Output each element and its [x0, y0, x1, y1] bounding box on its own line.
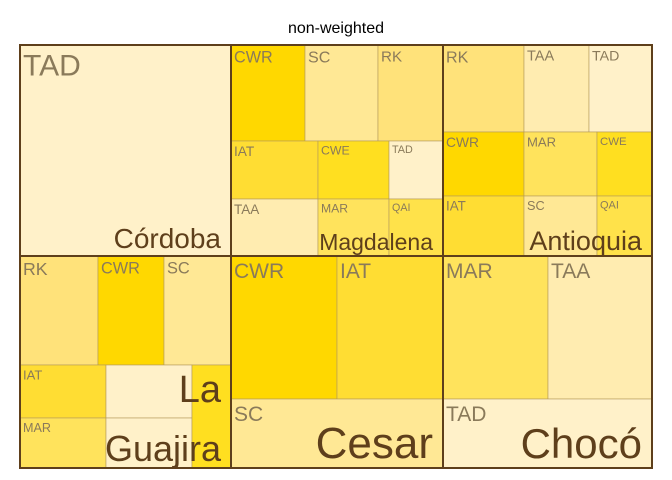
chart-title: non-weighted [288, 20, 384, 37]
group-label-choco: Chocó [521, 420, 642, 467]
tile-label-magdalena-tad: TAD [392, 144, 413, 156]
tile-label-magdalena-sc: SC [308, 48, 331, 66]
tile-label-magdalena-iat: IAT [234, 144, 255, 159]
tile-magdalena-mar [317, 198, 390, 257]
tile-label-la-guajira-iat: IAT [23, 367, 42, 382]
tile-label-magdalena-qai: QAI [392, 202, 410, 214]
tile-la-guajira-iat [19, 364, 107, 419]
group-label-cordoba: Córdoba [114, 223, 222, 254]
group-borders-layer [19, 44, 653, 469]
tile-label-choco-mar: MAR [446, 260, 493, 283]
tile-label-magdalena-taa: TAA [234, 202, 259, 217]
tile-choco-mar [442, 255, 549, 400]
tile-antioquia-rk [442, 44, 525, 133]
tile-label-antioquia-iat: IAT [446, 199, 466, 214]
tile-label-cesar-iat: IAT [340, 260, 371, 283]
tile-antioquia-mar [523, 131, 598, 197]
tile-choco-tad [442, 398, 653, 469]
tile-label-antioquia-mar: MAR [527, 134, 556, 149]
tile-label-antioquia-cwe: CWE [600, 136, 627, 148]
tile-label-cesar-cwr: CWR [234, 260, 284, 283]
tile-cesar-iat [336, 255, 444, 400]
group-labels-layer: Córdoba Magdalena Antioquia La Guajira Cesar C… [105, 223, 643, 469]
tile-antioquia-sc [523, 195, 598, 257]
tile-label-la-guajira-sc: SC [167, 260, 190, 278]
tile-label-choco-tad: TAD [446, 403, 486, 426]
tile-magdalena-qai [388, 198, 444, 257]
tile-antioquia-taa [523, 44, 590, 133]
tile-label-magdalena-rk: RK [381, 48, 402, 65]
tile-label-la-guajira-rk: RK [23, 259, 48, 279]
tile-label-choco-taa: TAA [551, 260, 590, 283]
tile-magdalena-tad [388, 140, 444, 200]
tile-label-antioquia-rk: RK [446, 48, 469, 66]
tile-label-antioquia-tad: TAD [592, 49, 619, 65]
tile-label-cesar-sc: SC [234, 403, 263, 426]
tile-label-antioquia-qai: QAI [600, 199, 619, 211]
tile-label-cordoba-tad: TAD [23, 50, 81, 83]
tile-label-antioquia-sc: SC [527, 199, 545, 213]
tile-cesar-sc [230, 398, 444, 469]
tiles-layer: TAD CWR SC RK IAT CWE TAD TAA MAR QAI RK TAA TAD CWR M… [19, 44, 653, 469]
tile-la-guajira-sc [163, 255, 232, 366]
tile-label-magdalena-cwe: CWE [321, 144, 350, 158]
tile-la-guajira-cwr [97, 255, 165, 366]
tile-label-la-guajira-mar: MAR [23, 421, 51, 435]
group-label-la-guajira-line-2: Guajira [105, 428, 222, 469]
tile-antioquia-qai [596, 195, 653, 257]
group-label-cesar: Cesar [316, 419, 433, 468]
tile-label-magdalena-mar: MAR [321, 202, 348, 216]
tile-label-antioquia-cwr: CWR [446, 135, 479, 150]
group-label-magdalena: Magdalena [319, 229, 433, 255]
tile-label-antioquia-taa: TAA [527, 49, 554, 65]
tile-magdalena-cwe [317, 140, 390, 200]
tile-cordoba-tad [19, 44, 232, 257]
tile-label-magdalena-cwr: CWR [234, 48, 273, 66]
group-label-la-guajira-line-1: La [179, 369, 222, 411]
tile-label-la-guajira-cwr: CWR [101, 259, 140, 277]
tile-la-guajira-unlabeled [105, 417, 193, 469]
group-border-choco [442, 255, 653, 469]
group-label-antioquia: Antioquia [529, 226, 643, 256]
